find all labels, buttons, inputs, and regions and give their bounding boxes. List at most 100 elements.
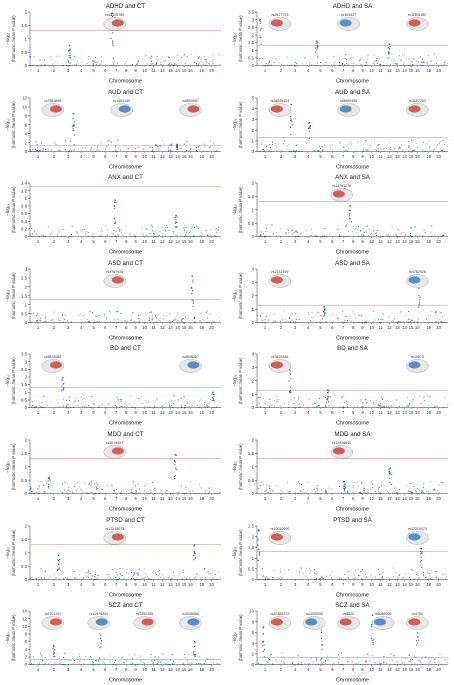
snp-point — [326, 575, 328, 577]
snp-point — [379, 406, 381, 408]
snp-point — [391, 226, 393, 229]
x-tick-label: 5 — [319, 68, 322, 73]
snp-point — [325, 235, 327, 238]
snp-point — [417, 146, 419, 148]
snp-point — [445, 490, 447, 492]
snp-point — [152, 226, 154, 228]
snp-point — [291, 233, 293, 236]
snp-point — [314, 572, 316, 574]
snp-point — [140, 407, 142, 409]
rsid-label: rs12926640 — [332, 441, 351, 445]
snp-point — [265, 321, 267, 323]
snp-point — [419, 553, 421, 555]
snp-point — [97, 483, 99, 485]
snp-point — [75, 407, 78, 409]
snp-point — [401, 662, 403, 664]
snp-point — [176, 216, 178, 218]
snp-point — [68, 55, 70, 57]
snp-point — [262, 650, 264, 652]
snp-point — [108, 65, 110, 67]
snp-point — [324, 660, 327, 662]
snp-point — [433, 658, 435, 660]
x-tick-label: 7 — [115, 239, 118, 244]
snp-point — [209, 313, 211, 315]
snp-point — [63, 389, 65, 391]
snp-point — [50, 319, 52, 321]
snp-point — [354, 481, 356, 484]
x-tick-label: 12 — [160, 496, 165, 501]
snp-point — [174, 223, 176, 225]
snp-point — [265, 578, 267, 580]
lead-snp-point — [420, 547, 422, 549]
snp-point — [33, 230, 35, 232]
snp-point — [69, 52, 71, 54]
snp-point — [434, 570, 436, 572]
snp-point — [149, 65, 151, 67]
y-axis-label: −log₁₀ — [5, 204, 10, 216]
snp-point — [342, 407, 344, 409]
x-tick-label: 10 — [142, 325, 147, 330]
snp-point — [155, 573, 158, 575]
snp-point — [191, 236, 193, 238]
rsid-label: rs34825124 — [270, 99, 289, 103]
snp-point — [373, 310, 375, 312]
snp-point — [360, 315, 362, 317]
snp-point — [36, 143, 38, 145]
snp-point — [342, 310, 344, 312]
snp-point — [150, 60, 152, 62]
snp-point — [36, 314, 38, 316]
snp-point — [128, 653, 130, 656]
snp-point — [404, 578, 406, 580]
snp-point — [124, 233, 126, 235]
snp-point — [92, 664, 94, 666]
snp-point — [64, 576, 66, 578]
snp-point — [377, 664, 379, 666]
snp-point — [401, 64, 403, 66]
snp-point — [51, 578, 53, 580]
snp-point — [258, 403, 260, 405]
snp-point — [80, 319, 82, 321]
snp-point — [158, 656, 160, 658]
snp-point — [144, 485, 146, 487]
snp-point — [191, 299, 193, 301]
snp-point — [343, 407, 345, 409]
snp-point — [30, 56, 32, 58]
snp-point — [87, 571, 89, 573]
snp-point — [330, 150, 332, 152]
snp-point — [365, 62, 367, 64]
snp-point — [128, 236, 130, 238]
snp-point — [436, 57, 438, 59]
snp-point — [295, 144, 297, 146]
snp-point — [150, 578, 152, 580]
snp-point — [274, 321, 276, 323]
snp-point — [362, 403, 364, 406]
x-tick-label: 6 — [331, 667, 334, 672]
snp-point — [405, 578, 407, 580]
snp-point — [44, 316, 47, 319]
panel-title: AUD and SA — [335, 89, 371, 96]
snp-point — [192, 490, 194, 492]
snp-point — [154, 487, 156, 489]
x-tick-label: 2 — [53, 496, 56, 501]
x-tick-label: 4 — [80, 239, 83, 244]
snp-point — [207, 235, 209, 237]
snp-point — [425, 235, 428, 238]
snp-point — [211, 63, 213, 65]
snp-point — [177, 312, 179, 314]
y-axis-label: −log₁₀ — [232, 33, 237, 45]
snp-point — [212, 141, 214, 144]
snp-point — [193, 236, 195, 238]
snp-point — [342, 485, 344, 487]
snp-point — [208, 63, 210, 65]
snp-point — [422, 148, 424, 150]
snp-point — [137, 146, 139, 148]
snp-point — [407, 65, 409, 67]
snp-point — [125, 492, 127, 495]
x-tick-label: 5 — [92, 496, 95, 501]
snp-point — [35, 577, 37, 579]
snp-point — [377, 492, 380, 494]
snp-point — [360, 64, 362, 66]
snp-point — [320, 631, 322, 634]
x-axis-label: Chromosome — [109, 335, 142, 341]
snp-point — [169, 404, 171, 406]
